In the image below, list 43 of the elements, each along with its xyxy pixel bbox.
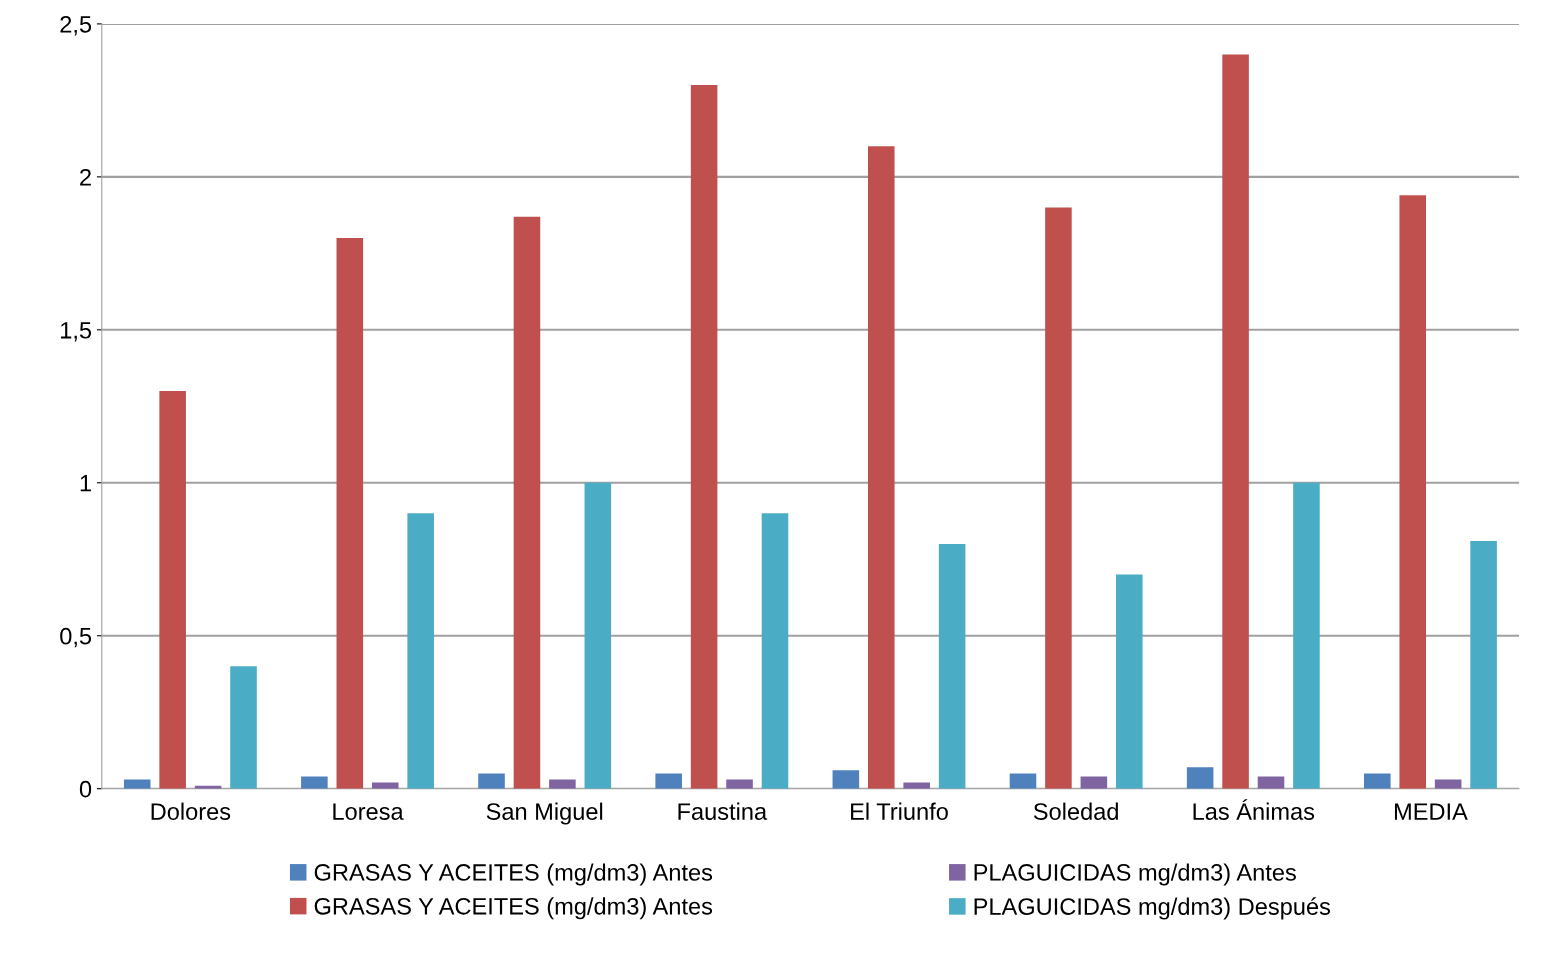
bar — [867, 146, 895, 789]
legend-label: PLAGUICIDAS mg/dm3) Antes — [974, 863, 1296, 886]
bar — [690, 85, 718, 789]
bar — [832, 770, 860, 789]
y-tick-label: 1,5 — [61, 322, 92, 342]
bar — [1116, 574, 1143, 789]
bar — [513, 216, 541, 789]
legend-label: PLAGUICIDAS mg/dm3) Después — [974, 897, 1331, 920]
legend-label: GRASAS Y ACEITES (mg/dm3) Antes — [314, 863, 713, 886]
bar — [1080, 776, 1108, 789]
x-tick-label: Loresa — [333, 803, 404, 820]
bar — [761, 513, 789, 789]
x-tick-label: El Triunfo — [851, 802, 948, 820]
legend-label: GRASAS Y ACEITES (mg/dm3) Antes — [314, 897, 713, 920]
bar — [478, 773, 505, 789]
y-tick-label: 2 — [80, 168, 91, 186]
x-tick-label: Soledad — [1033, 802, 1118, 820]
bar — [407, 513, 434, 789]
y-tick-label: 0,5 — [60, 627, 92, 648]
y-tick-label: 0 — [79, 780, 92, 798]
x-tick-label: Faustina — [678, 802, 768, 820]
y-tick-label: 1 — [80, 475, 91, 492]
x-tick-label: Las Ánimas — [1193, 799, 1315, 820]
bar — [1186, 767, 1214, 789]
bar — [1222, 54, 1249, 789]
y-tick-label: 2,5 — [60, 15, 92, 36]
bar — [159, 391, 186, 789]
x-tick-label: MEDIA — [1394, 803, 1468, 820]
bar — [938, 543, 966, 789]
bar — [1364, 773, 1391, 789]
x-tick-label: San Miguel — [486, 802, 603, 825]
bar — [1257, 776, 1285, 789]
bar — [301, 776, 328, 789]
x-tick-label: Dolores — [151, 802, 231, 820]
bar — [655, 773, 682, 789]
bar — [230, 666, 257, 789]
bar — [336, 238, 364, 789]
bar — [1399, 195, 1427, 789]
bar — [1293, 482, 1320, 789]
bar — [584, 482, 612, 789]
bar — [1045, 207, 1072, 789]
bar — [1009, 773, 1037, 789]
bar — [1470, 540, 1497, 789]
